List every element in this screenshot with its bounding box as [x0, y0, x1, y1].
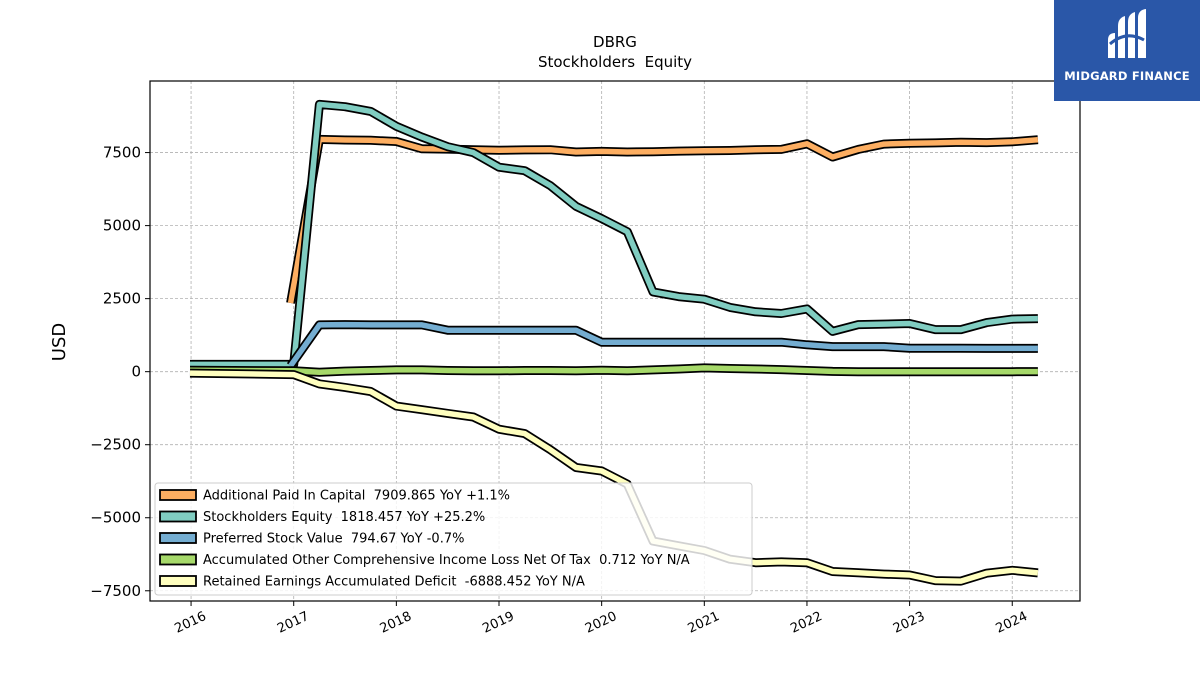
x-tick-label: 2016 — [172, 609, 208, 637]
y-tick-label: −5000 — [90, 509, 141, 527]
legend-label: Accumulated Other Comprehensive Income L… — [203, 553, 690, 568]
legend-swatch — [159, 489, 197, 501]
legend-label: Stockholders Equity 1818.457 YoY +25.2% — [203, 510, 485, 525]
legend-swatch — [159, 553, 197, 566]
x-tick-label: 2019 — [480, 609, 516, 637]
chart-subtitle: Stockholders Equity — [538, 53, 692, 71]
x-tick-label: 2023 — [891, 609, 927, 637]
y-tick-label: 2500 — [103, 290, 141, 308]
legend-label: Preferred Stock Value 794.67 YoY -0.7% — [203, 532, 464, 547]
legend-swatch — [159, 532, 197, 544]
brand-name: MIDGARD FINANCE — [1064, 69, 1190, 83]
additional-paid-in-capital-line-outline — [286, 134, 1039, 304]
x-tick-label: 2022 — [788, 609, 824, 637]
legend-swatch — [159, 575, 197, 587]
stockholders-equity-line — [190, 101, 1038, 368]
accumulated-other-comprehensive-income-loss-net-of-tax-line — [189, 365, 1038, 376]
plot-frame — [149, 80, 1081, 602]
brand-emblem-icon — [1108, 9, 1146, 58]
legend: Additional Paid In Capital 7909.865 YoY … — [154, 482, 753, 596]
chart-title: DBRG — [593, 33, 637, 51]
x-tick-label: 2020 — [583, 609, 619, 637]
legend-swatch — [159, 510, 197, 523]
x-tick-label: 2018 — [378, 609, 414, 637]
brand-logo: MIDGARD FINANCE — [1054, 0, 1200, 101]
legend-label: Retained Earnings Accumulated Deficit -6… — [203, 575, 585, 590]
additional-paid-in-capital-line — [287, 136, 1039, 304]
y-tick-label: 7500 — [103, 144, 141, 162]
legend-box — [154, 482, 753, 596]
y-tick-label: −2500 — [90, 436, 141, 454]
preferred-stock-value-line — [288, 321, 1038, 368]
legend-label: Additional Paid In Capital 7909.865 YoY … — [203, 489, 510, 504]
x-tick-label: 2017 — [275, 609, 311, 637]
y-tick-label: −7500 — [90, 582, 141, 600]
y-tick-label: 5000 — [103, 217, 141, 235]
x-tick-label: 2021 — [686, 609, 722, 637]
x-tick-label: 2024 — [994, 609, 1030, 637]
y-tick-label: 0 — [131, 363, 141, 381]
y-axis-label: USD — [49, 323, 70, 361]
